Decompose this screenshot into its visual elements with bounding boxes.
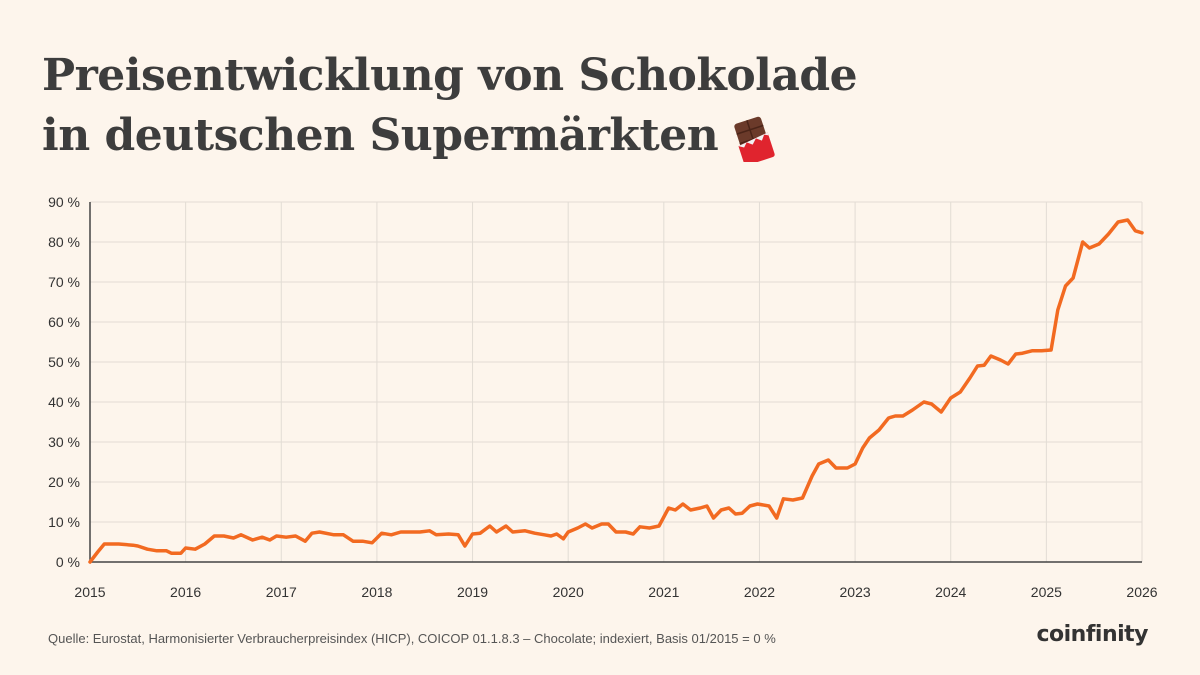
x-tick-label: 2021 xyxy=(648,584,679,600)
y-tick-label: 40 % xyxy=(48,394,80,410)
title-line-1: Preisentwicklung von Schokolade xyxy=(42,50,858,101)
y-tick-label: 30 % xyxy=(48,434,80,450)
y-tick-label: 0 % xyxy=(56,554,80,570)
chocolate-bar-icon xyxy=(734,116,775,162)
y-tick-label: 80 % xyxy=(48,234,80,250)
x-tick-label: 2019 xyxy=(457,584,488,600)
x-tick-label: 2024 xyxy=(935,584,966,600)
brand-logo: coinfinity xyxy=(1036,622,1148,647)
y-tick-label: 10 % xyxy=(48,514,80,530)
x-tick-label: 2026 xyxy=(1126,584,1157,600)
title-line-2-text: in deutschen Supermärkten xyxy=(42,110,719,161)
y-tick-label: 90 % xyxy=(48,194,80,210)
y-tick-label: 70 % xyxy=(48,274,80,290)
x-tick-label: 2020 xyxy=(553,584,584,600)
x-tick-label: 2022 xyxy=(744,584,775,600)
x-tick-label: 2018 xyxy=(361,584,392,600)
x-tick-label: 2023 xyxy=(840,584,871,600)
x-tick-label: 2015 xyxy=(74,584,105,600)
y-tick-label: 20 % xyxy=(48,474,80,490)
title-line-2: in deutschen Supermärkten xyxy=(42,106,857,166)
x-tick-label: 2016 xyxy=(170,584,201,600)
x-tick-label: 2017 xyxy=(266,584,297,600)
series-line xyxy=(88,218,1144,564)
y-tick-label: 50 % xyxy=(48,354,80,370)
source-note: Quelle: Eurostat, Harmonisierter Verbrau… xyxy=(48,631,776,646)
x-tick-label: 2025 xyxy=(1031,584,1062,600)
y-tick-label: 60 % xyxy=(48,314,80,330)
chart-title: Preisentwicklung von Schokolade in deuts… xyxy=(42,46,858,166)
